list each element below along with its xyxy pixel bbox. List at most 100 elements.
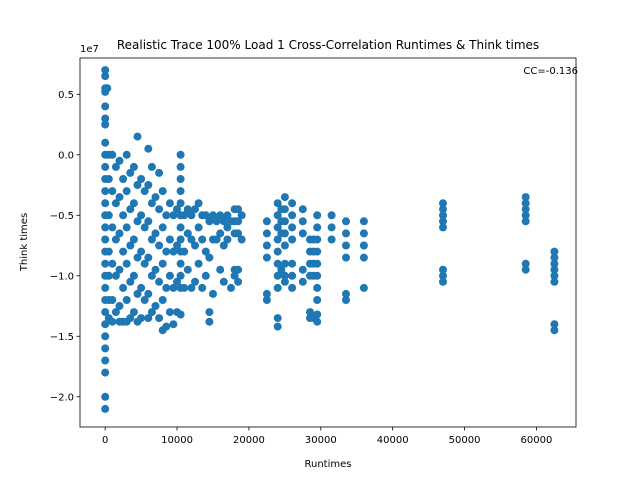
data-point [191, 277, 199, 286]
data-point [176, 199, 185, 208]
data-point [101, 392, 110, 401]
data-point [115, 265, 124, 274]
x-tick-label: 10000 [161, 435, 193, 446]
data-point [173, 277, 181, 286]
data-point [237, 235, 246, 244]
data-point [176, 150, 185, 159]
data-point [165, 199, 174, 208]
data-point [550, 259, 559, 268]
data-point [194, 259, 203, 268]
data-point [342, 253, 350, 262]
data-point [298, 205, 307, 214]
data-point [129, 271, 138, 280]
data-point [234, 205, 243, 214]
data-point [342, 289, 350, 298]
data-point [133, 132, 142, 141]
data-point [439, 271, 447, 280]
data-point [101, 199, 110, 208]
data-point [147, 271, 156, 280]
data-point [133, 217, 142, 226]
data-point [158, 259, 167, 268]
data-point [119, 283, 128, 292]
data-point [165, 308, 174, 317]
data-point [342, 217, 350, 226]
data-point [288, 283, 297, 292]
data-point [111, 271, 120, 280]
data-point [262, 289, 271, 298]
y-tick-label: 0.5 [58, 90, 74, 101]
data-point [108, 296, 117, 304]
data-point [223, 235, 232, 244]
data-point [147, 308, 156, 317]
data-point [205, 317, 214, 326]
data-point [439, 205, 447, 214]
data-point [129, 308, 138, 317]
data-point [205, 217, 214, 226]
data-point [155, 205, 164, 214]
data-point [101, 320, 110, 329]
x-tick-label: 30000 [305, 435, 337, 446]
data-point [280, 271, 289, 280]
data-point [183, 205, 192, 214]
data-point [439, 199, 447, 208]
data-point [140, 296, 149, 304]
data-point [144, 217, 153, 226]
data-point [273, 259, 282, 268]
data-point [126, 277, 135, 286]
data-point [115, 229, 124, 238]
y-axis-label: Think times [19, 213, 30, 272]
data-point [280, 205, 289, 214]
data-point [234, 277, 243, 286]
data-point [122, 259, 131, 268]
y-tick-label: −0.5 [50, 211, 74, 222]
data-point [147, 235, 156, 244]
data-point [158, 223, 167, 232]
data-point [273, 211, 282, 220]
data-point [219, 277, 228, 286]
data-point [273, 271, 282, 280]
data-point [155, 168, 164, 177]
plot-frame [79, 57, 577, 428]
data-point [180, 247, 189, 256]
data-point [101, 120, 110, 129]
data-point [273, 283, 282, 292]
x-axis-ticks: 0 10000 20000 30000 40000 50000 60000 [102, 427, 552, 446]
data-point [183, 265, 192, 274]
y-tick-label: −2.0 [50, 392, 74, 403]
data-point [108, 150, 117, 159]
data-point [176, 271, 185, 280]
data-point [280, 217, 289, 226]
data-point [173, 241, 181, 250]
data-point [342, 296, 350, 304]
data-point [137, 211, 146, 220]
data-point [158, 187, 167, 196]
data-point [277, 265, 286, 274]
data-point [151, 302, 160, 310]
y-tick-label: −1.5 [50, 332, 74, 343]
data-point [194, 223, 203, 232]
data-point [176, 175, 185, 183]
data-point [313, 247, 322, 256]
data-point [147, 162, 156, 171]
data-point [122, 150, 131, 159]
data-point [104, 247, 113, 256]
data-point [313, 259, 322, 268]
data-point [101, 308, 110, 317]
data-point [183, 229, 192, 238]
data-point [155, 241, 164, 250]
data-point [223, 211, 232, 220]
data-point [550, 265, 559, 274]
data-point [201, 211, 210, 220]
data-point [198, 235, 207, 244]
data-point [104, 211, 113, 220]
data-point [234, 217, 243, 226]
data-point [101, 283, 110, 292]
data-point [140, 187, 149, 196]
data-point [313, 271, 322, 280]
data-point [327, 211, 336, 220]
data-point [359, 283, 368, 292]
scatter-markers [101, 66, 559, 413]
data-point [216, 229, 225, 238]
data-point [205, 253, 214, 262]
